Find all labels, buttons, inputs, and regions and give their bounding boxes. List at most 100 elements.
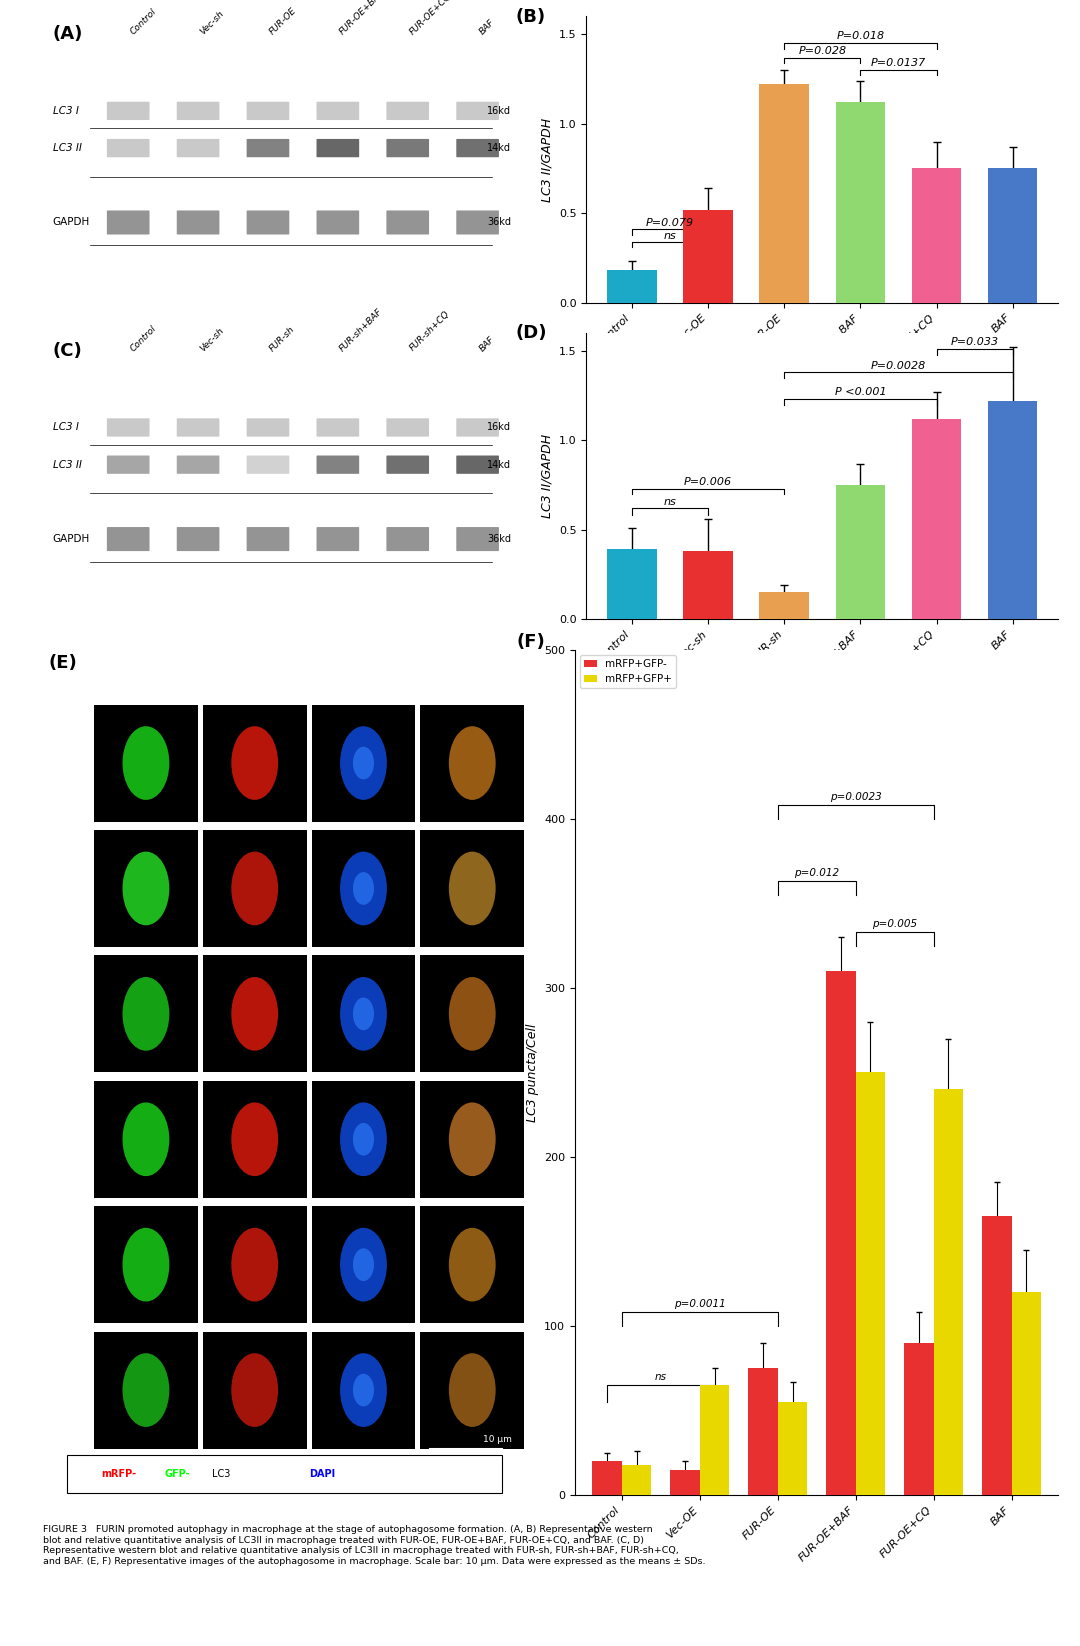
Ellipse shape	[340, 1228, 387, 1302]
Text: BAF: BAF	[477, 334, 497, 354]
Text: FUR-OE+CQ: FUR-OE+CQ	[60, 1234, 70, 1294]
Text: P=0.079: P=0.079	[646, 219, 694, 229]
Text: P <0.001: P <0.001	[835, 387, 887, 397]
Bar	[904, 1343, 933, 1495]
Bar	[982, 1216, 1012, 1495]
Bar	[94, 955, 198, 1072]
FancyBboxPatch shape	[316, 527, 360, 551]
Ellipse shape	[231, 978, 279, 1050]
Text: p=0.0023: p=0.0023	[829, 792, 881, 802]
Bar	[607, 270, 657, 303]
Text: (F): (F)	[517, 632, 545, 650]
Bar	[778, 1402, 808, 1495]
Text: LC3 II: LC3 II	[53, 459, 81, 469]
FancyBboxPatch shape	[246, 527, 289, 551]
Ellipse shape	[122, 1228, 170, 1302]
Ellipse shape	[340, 978, 387, 1050]
Text: 16kd: 16kd	[487, 423, 511, 433]
Bar	[826, 971, 855, 1495]
FancyBboxPatch shape	[387, 211, 429, 234]
Text: 36kd: 36kd	[487, 533, 511, 545]
FancyBboxPatch shape	[456, 102, 499, 120]
Bar	[748, 1368, 778, 1495]
Y-axis label: LC3 puncta/Cell: LC3 puncta/Cell	[526, 1024, 539, 1121]
Text: FUR-OE+CQ: FUR-OE+CQ	[408, 0, 453, 36]
Bar	[94, 704, 198, 821]
Ellipse shape	[449, 851, 496, 925]
Text: Control: Control	[60, 746, 70, 780]
Bar	[1012, 1292, 1041, 1495]
Text: ns: ns	[663, 497, 676, 507]
Ellipse shape	[231, 1228, 279, 1302]
Ellipse shape	[353, 997, 374, 1030]
Text: Control: Control	[129, 324, 158, 354]
FancyBboxPatch shape	[177, 138, 219, 158]
Text: 10 μm: 10 μm	[483, 1435, 512, 1444]
Text: LC3: LC3	[213, 1468, 231, 1478]
FancyBboxPatch shape	[316, 102, 360, 120]
Text: P=0.018: P=0.018	[836, 31, 885, 41]
Bar	[759, 84, 809, 303]
Text: LC3 I: LC3 I	[53, 105, 79, 115]
Text: 16kd: 16kd	[487, 105, 511, 115]
Text: Vec-OE: Vec-OE	[60, 871, 70, 905]
Bar	[311, 1081, 416, 1198]
Ellipse shape	[231, 1103, 279, 1177]
Text: P=0.0028: P=0.0028	[870, 360, 926, 370]
FancyBboxPatch shape	[456, 138, 499, 158]
Text: FUR-OE: FUR-OE	[60, 996, 70, 1032]
Bar	[311, 955, 416, 1072]
Text: DAPI: DAPI	[309, 1468, 335, 1478]
Ellipse shape	[340, 1353, 387, 1427]
Bar	[203, 1081, 307, 1198]
Text: FIGURE 3   FURIN promoted autophagy in macrophage at the stage of autophagosome : FIGURE 3 FURIN promoted autophagy in mac…	[43, 1526, 705, 1565]
Text: P=0.0137: P=0.0137	[870, 58, 926, 69]
FancyBboxPatch shape	[456, 456, 499, 474]
Ellipse shape	[122, 726, 170, 800]
Ellipse shape	[353, 872, 374, 905]
Bar	[420, 1081, 524, 1198]
Y-axis label: LC3 II/GAPDH: LC3 II/GAPDH	[540, 117, 553, 201]
FancyBboxPatch shape	[246, 418, 289, 436]
Bar	[684, 551, 733, 619]
FancyBboxPatch shape	[177, 527, 219, 551]
FancyBboxPatch shape	[387, 138, 429, 158]
Ellipse shape	[353, 747, 374, 780]
Text: p=0.012: p=0.012	[794, 867, 839, 877]
Ellipse shape	[122, 978, 170, 1050]
FancyBboxPatch shape	[107, 211, 149, 234]
Ellipse shape	[340, 851, 387, 925]
Bar	[420, 704, 524, 821]
Text: GFP-: GFP-	[164, 1468, 190, 1478]
Text: p=0.0011: p=0.0011	[674, 1299, 726, 1309]
Text: BAF: BAF	[60, 1381, 70, 1399]
Bar	[759, 593, 809, 619]
Bar	[203, 830, 307, 946]
FancyBboxPatch shape	[246, 138, 289, 158]
Bar	[94, 1081, 198, 1198]
Ellipse shape	[449, 1353, 496, 1427]
Text: p=0.005: p=0.005	[872, 918, 917, 928]
FancyBboxPatch shape	[107, 418, 149, 436]
FancyBboxPatch shape	[246, 211, 289, 234]
Text: Vec-sh: Vec-sh	[198, 8, 226, 36]
Text: mRFP-: mRFP-	[102, 1468, 136, 1478]
FancyBboxPatch shape	[456, 527, 499, 551]
Ellipse shape	[449, 978, 496, 1050]
Text: mRFP: mRFP	[234, 668, 274, 681]
FancyBboxPatch shape	[387, 527, 429, 551]
Text: ns: ns	[663, 230, 676, 240]
Bar	[836, 102, 886, 303]
Text: P=0.006: P=0.006	[684, 477, 732, 487]
FancyBboxPatch shape	[177, 456, 219, 474]
Text: GFP: GFP	[132, 668, 160, 681]
Text: Vec-sh: Vec-sh	[198, 326, 226, 354]
FancyBboxPatch shape	[456, 418, 499, 436]
Bar	[67, 1455, 502, 1493]
Bar	[203, 955, 307, 1072]
Bar	[684, 209, 733, 303]
Text: 14kd: 14kd	[487, 459, 511, 469]
FancyBboxPatch shape	[387, 418, 429, 436]
Text: FUR-sh: FUR-sh	[268, 324, 297, 354]
Bar	[933, 1090, 963, 1495]
